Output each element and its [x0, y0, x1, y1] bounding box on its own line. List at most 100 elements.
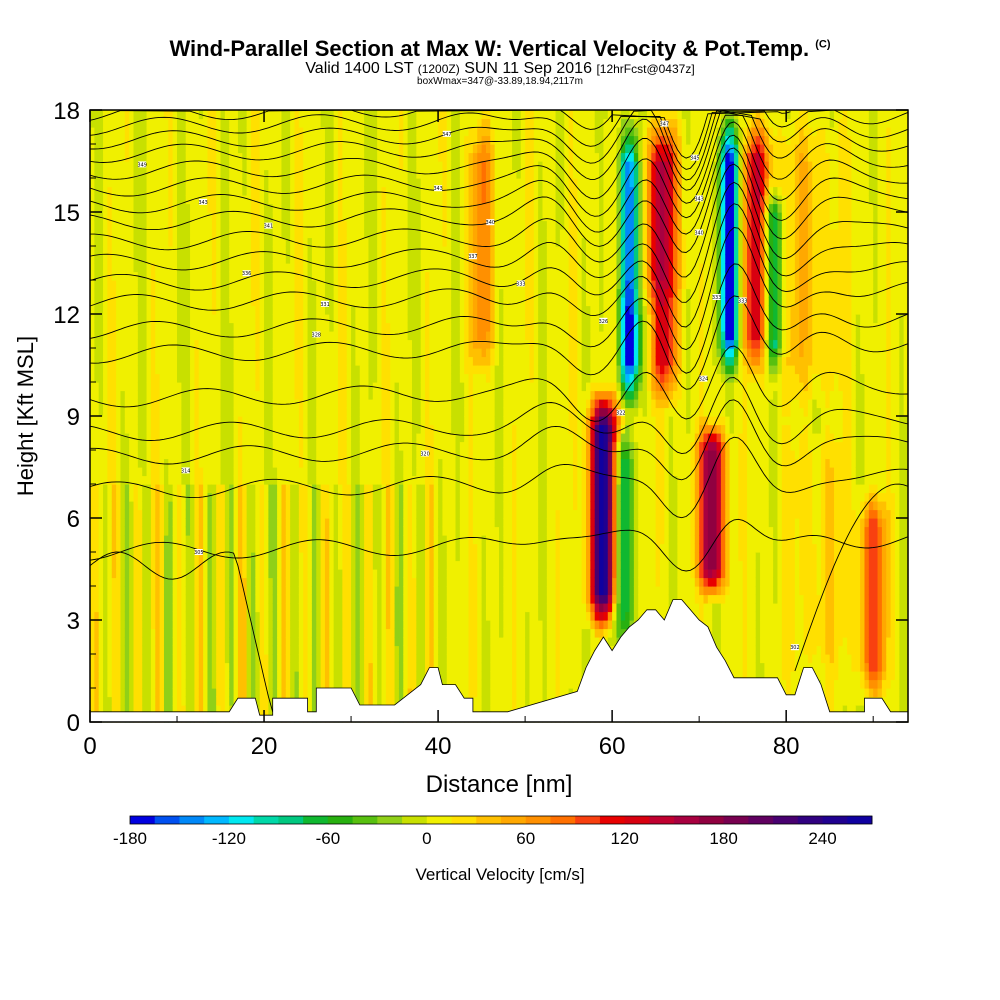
velocity-cell [129, 637, 135, 647]
velocity-cell [207, 356, 213, 366]
velocity-cell [120, 373, 126, 383]
velocity-cell [264, 543, 269, 553]
velocity-cell [338, 492, 343, 502]
velocity-cell [346, 509, 352, 519]
velocity-cell [272, 467, 278, 477]
velocity-cell [194, 688, 200, 698]
velocity-cell [111, 365, 117, 375]
velocity-cell [250, 212, 256, 222]
subtitle-utc: (1200Z) [417, 62, 460, 76]
velocity-cell [159, 152, 165, 162]
velocity-cell [324, 620, 330, 630]
velocity-cell [277, 654, 283, 664]
velocity-cell [264, 552, 269, 562]
velocity-cell [250, 688, 256, 698]
velocity-cell [159, 203, 165, 213]
velocity-cell [194, 679, 200, 689]
velocity-cell [220, 237, 226, 247]
velocity-cell [163, 135, 169, 145]
velocity-cell [250, 484, 256, 494]
velocity-cell [303, 569, 309, 579]
velocity-cell [359, 492, 365, 502]
velocity-cell [137, 212, 143, 222]
velocity-cell [181, 654, 187, 664]
velocity-cell [364, 127, 370, 137]
velocity-cell [233, 586, 239, 596]
velocity-cell [268, 195, 274, 205]
velocity-cell [246, 688, 252, 698]
velocity-cell [207, 169, 213, 179]
velocity-cell [142, 144, 148, 154]
velocity-cell [194, 526, 200, 536]
velocity-cell [294, 220, 300, 230]
velocity-cell [103, 492, 108, 502]
velocity-cell [320, 373, 326, 383]
velocity-cell [224, 594, 230, 604]
velocity-cell [272, 212, 278, 222]
velocity-cell [207, 424, 213, 434]
velocity-cell [90, 399, 95, 409]
velocity-cell [111, 620, 117, 630]
velocity-cell [290, 560, 296, 570]
velocity-cell [155, 654, 161, 664]
velocity-cell [168, 594, 174, 604]
velocity-cell [181, 390, 187, 400]
velocity-cell [372, 628, 378, 638]
velocity-cell [390, 543, 396, 553]
velocity-cell [172, 577, 178, 587]
velocity-cell [172, 518, 178, 528]
velocity-cell [90, 246, 95, 256]
velocity-cell [181, 569, 187, 579]
velocity-cell [142, 611, 148, 621]
velocity-cell [346, 560, 352, 570]
velocity-cell [355, 416, 361, 426]
velocity-cell [107, 679, 113, 689]
velocity-cell [107, 297, 113, 307]
velocity-cell [168, 229, 174, 239]
velocity-cell [94, 696, 100, 706]
velocity-cell [224, 288, 230, 298]
velocity-cell [94, 424, 100, 434]
velocity-cell [233, 169, 239, 179]
velocity-cell [224, 509, 230, 519]
velocity-cell [385, 475, 391, 485]
velocity-cell [320, 637, 326, 647]
velocity-cell [103, 458, 108, 468]
velocity-cell [220, 169, 226, 179]
velocity-cell [324, 645, 330, 655]
velocity-cell [368, 552, 374, 562]
velocity-cell [159, 220, 165, 230]
velocity-cell [133, 195, 139, 205]
velocity-cell [377, 424, 383, 434]
velocity-cell [311, 229, 317, 239]
velocity-cell [320, 458, 326, 468]
velocity-cell [368, 297, 374, 307]
velocity-cell [94, 229, 100, 239]
velocity-cell [229, 637, 235, 647]
velocity-cell [90, 169, 95, 179]
velocity-cell [190, 552, 196, 562]
velocity-cell [338, 603, 343, 613]
velocity-cell [172, 237, 178, 247]
velocity-cell [224, 152, 230, 162]
velocity-cell [338, 671, 343, 681]
velocity-cell [190, 518, 196, 528]
velocity-cell [264, 246, 269, 256]
velocity-cell [168, 662, 174, 672]
velocity-cell [285, 297, 291, 307]
velocity-cell [351, 620, 357, 630]
velocity-cell [368, 416, 374, 426]
velocity-cell [385, 127, 391, 137]
velocity-cell [364, 144, 370, 154]
velocity-cell [246, 212, 252, 222]
velocity-cell [103, 382, 108, 392]
velocity-cell [277, 237, 283, 247]
velocity-cell [385, 203, 391, 213]
velocity-cell [272, 594, 278, 604]
velocity-cell [137, 348, 143, 358]
velocity-cell [285, 399, 291, 409]
velocity-cell [233, 450, 239, 460]
velocity-cell [146, 688, 152, 698]
velocity-cell [268, 118, 274, 128]
velocity-cell [177, 203, 182, 213]
